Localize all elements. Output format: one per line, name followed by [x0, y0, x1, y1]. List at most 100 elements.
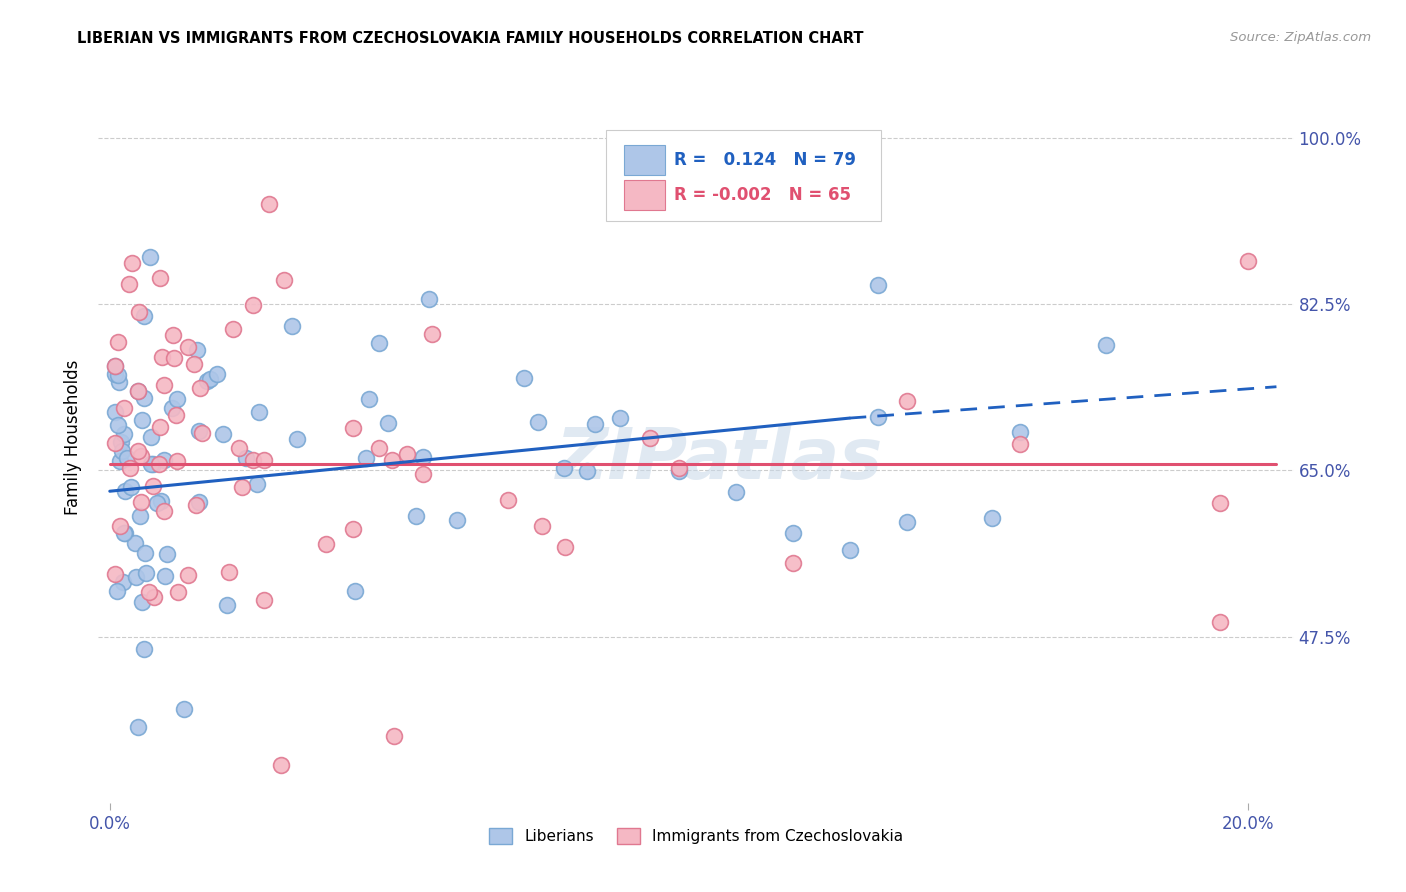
Point	[152, 453, 174, 467]
Point	[200, 372, 222, 386]
Point	[132, 642, 155, 657]
Point	[576, 464, 599, 478]
Point	[285, 432, 308, 446]
Legend: Liberians, Immigrants from Czechoslovakia: Liberians, Immigrants from Czechoslovaki…	[482, 822, 910, 850]
Point	[149, 419, 172, 434]
Point	[112, 575, 135, 590]
Point	[1094, 337, 1116, 351]
Point	[120, 461, 142, 475]
Point	[166, 454, 188, 468]
Point	[273, 272, 295, 286]
Point	[166, 392, 188, 406]
Point	[228, 441, 250, 455]
Point	[315, 536, 337, 550]
Point	[188, 424, 211, 438]
Point	[104, 367, 127, 381]
Point	[124, 536, 146, 550]
Point	[125, 570, 148, 584]
Point	[150, 350, 173, 364]
Point	[107, 334, 129, 349]
Point	[186, 343, 208, 357]
Point	[104, 567, 127, 582]
Point	[247, 405, 270, 419]
Point	[782, 525, 804, 540]
Point	[160, 401, 183, 415]
Point	[129, 509, 152, 524]
Point	[138, 584, 160, 599]
Point	[107, 368, 129, 382]
Point	[114, 484, 136, 499]
Point	[205, 367, 228, 381]
Point	[173, 701, 195, 715]
Point	[104, 359, 127, 374]
Point	[177, 568, 200, 582]
Text: R =   0.124   N = 79: R = 0.124 N = 79	[675, 151, 856, 169]
Point	[342, 421, 364, 435]
Point	[129, 495, 152, 509]
Point	[127, 384, 149, 398]
Point	[782, 557, 804, 571]
Point	[367, 335, 389, 350]
Point	[153, 504, 176, 518]
Point	[367, 442, 389, 456]
Point	[105, 584, 128, 599]
Point	[188, 382, 211, 396]
Point	[343, 584, 366, 599]
Point	[412, 450, 434, 465]
Point	[148, 457, 170, 471]
Point	[253, 593, 276, 607]
Point	[162, 328, 184, 343]
Point	[242, 298, 264, 312]
Point	[127, 444, 149, 458]
Point	[166, 585, 188, 599]
Point	[609, 411, 631, 425]
Point	[896, 394, 918, 409]
Point	[177, 340, 200, 354]
Point	[1010, 437, 1032, 451]
Point	[354, 450, 377, 465]
FancyBboxPatch shape	[624, 145, 665, 175]
Point	[191, 426, 214, 441]
Point	[235, 450, 257, 465]
Point	[418, 292, 440, 306]
Point	[110, 519, 132, 533]
Point	[583, 417, 606, 431]
Point	[668, 461, 690, 475]
Point	[142, 457, 165, 471]
Point	[132, 391, 155, 405]
Point	[141, 458, 163, 472]
Point	[496, 492, 519, 507]
Point	[231, 480, 253, 494]
Point	[405, 509, 427, 524]
Point	[222, 322, 245, 336]
Point	[149, 271, 172, 285]
Point	[253, 453, 276, 467]
Point	[115, 451, 138, 466]
Point	[1208, 615, 1230, 630]
Point	[135, 566, 157, 581]
Point	[132, 309, 155, 323]
Point	[149, 494, 172, 508]
Point	[1010, 425, 1032, 440]
FancyBboxPatch shape	[606, 130, 882, 221]
Point	[165, 409, 187, 423]
Point	[138, 250, 160, 264]
Point	[111, 444, 134, 458]
Point	[531, 519, 554, 533]
Point	[112, 401, 135, 416]
Point	[108, 454, 131, 468]
Point	[142, 590, 165, 604]
Point	[127, 384, 149, 398]
Point	[183, 358, 205, 372]
Point	[377, 416, 399, 430]
Point	[156, 547, 179, 561]
Point	[212, 427, 235, 442]
Point	[112, 525, 135, 540]
Point	[195, 374, 218, 388]
Point	[107, 417, 129, 432]
Point	[118, 277, 141, 291]
Point	[342, 522, 364, 536]
Point	[1208, 496, 1230, 510]
Point	[127, 720, 149, 734]
Point	[218, 566, 240, 580]
